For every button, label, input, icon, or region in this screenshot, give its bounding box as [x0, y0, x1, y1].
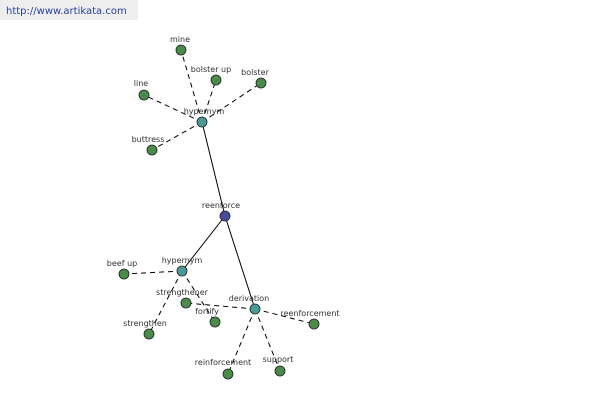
node[interactable] — [118, 268, 130, 280]
node[interactable] — [143, 328, 155, 340]
node[interactable] — [175, 44, 187, 56]
node-label[interactable]: strengthen — [123, 319, 167, 328]
node[interactable] — [138, 89, 150, 101]
node-label[interactable]: reinforcement — [195, 358, 251, 367]
node-label[interactable]: bolster up — [191, 65, 231, 74]
node[interactable] — [219, 210, 231, 222]
node-label[interactable]: strengthener — [156, 288, 209, 297]
node-label[interactable]: hypernym — [162, 256, 203, 265]
node-label[interactable]: reenforce — [202, 201, 240, 210]
node-label[interactable]: mine — [170, 35, 190, 44]
node[interactable] — [274, 365, 286, 377]
node-label[interactable]: hypernym — [184, 107, 225, 116]
edges — [123, 49, 315, 375]
header-box — [0, 0, 138, 20]
node[interactable] — [308, 318, 320, 330]
node-label[interactable]: bolster — [241, 68, 269, 77]
node-label[interactable]: support — [263, 355, 294, 364]
node[interactable] — [180, 297, 192, 309]
nodes: reenforce hypernym mine bolster up bolst… — [107, 35, 340, 380]
node[interactable] — [146, 144, 158, 156]
node-label[interactable]: fortify — [195, 307, 219, 316]
node[interactable] — [209, 316, 221, 328]
node-label[interactable]: beef up — [107, 259, 137, 268]
node[interactable] — [176, 265, 188, 277]
node-label[interactable]: buttress — [132, 135, 165, 144]
node-label[interactable]: derivation — [229, 294, 269, 303]
site-url[interactable]: http://www.artikata.com — [6, 6, 127, 17]
node[interactable] — [249, 303, 261, 315]
node-label[interactable]: reenforcement — [280, 309, 339, 318]
node[interactable] — [196, 116, 208, 128]
node[interactable] — [255, 77, 267, 89]
node[interactable] — [210, 74, 222, 86]
node-label[interactable]: line — [134, 79, 149, 88]
node[interactable] — [222, 368, 234, 380]
